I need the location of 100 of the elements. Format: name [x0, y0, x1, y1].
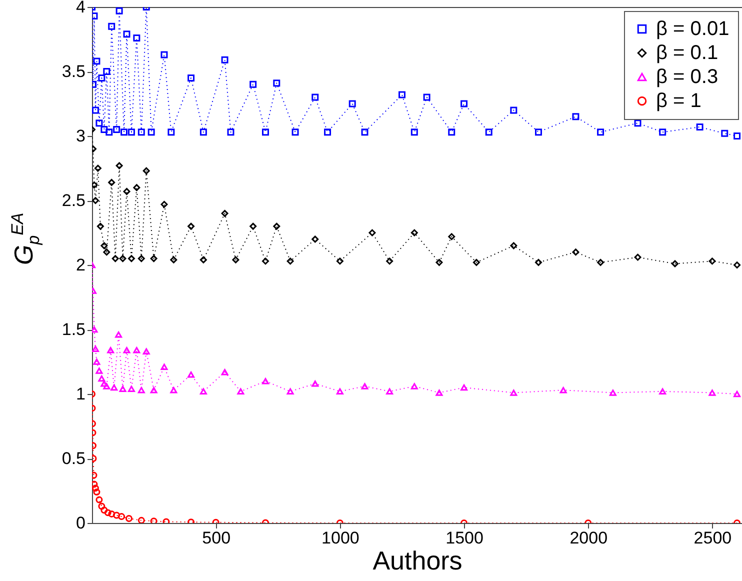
y-tick-label: 4 [76, 0, 86, 16]
point [100, 242, 108, 250]
point [170, 256, 178, 264]
point [92, 182, 98, 189]
point [721, 130, 728, 137]
point [734, 262, 741, 268]
point [232, 256, 240, 264]
point [103, 68, 110, 75]
point [133, 184, 140, 192]
y-tick-label: 2.5 [62, 191, 86, 210]
point [361, 383, 368, 390]
point [168, 128, 175, 136]
point [659, 128, 666, 136]
point [708, 390, 716, 396]
point [120, 128, 128, 136]
x-tick-label: 1000 [322, 528, 360, 548]
point [98, 74, 106, 82]
point [286, 258, 294, 265]
point [92, 346, 99, 352]
legend-label: β = 0.3 [656, 66, 718, 88]
point [100, 126, 108, 134]
y-tick-label: 2 [76, 256, 86, 274]
point [119, 386, 126, 392]
point [250, 222, 257, 230]
point [138, 387, 145, 394]
point [103, 248, 110, 256]
point [572, 248, 580, 256]
point [148, 128, 155, 136]
point [188, 372, 195, 378]
point [108, 22, 116, 30]
point [92, 106, 99, 114]
point [106, 128, 113, 136]
point [92, 326, 98, 333]
legend-label: β = 1 [656, 90, 702, 112]
point [708, 258, 716, 265]
point [734, 390, 741, 398]
point [96, 222, 104, 230]
point [170, 387, 178, 394]
point [92, 12, 98, 20]
point [398, 91, 406, 98]
point [160, 364, 168, 370]
point [423, 94, 430, 101]
x-tick-label: 2000 [570, 528, 608, 548]
point [96, 368, 103, 374]
point [472, 258, 480, 266]
point [119, 255, 126, 262]
point [128, 128, 135, 136]
point [560, 387, 567, 394]
y-tick-label: 0 [76, 514, 86, 532]
point [118, 513, 126, 520]
point [485, 128, 492, 136]
point [103, 383, 110, 390]
point [448, 233, 456, 240]
point [436, 390, 443, 396]
point [672, 260, 678, 268]
point [634, 120, 642, 127]
point [312, 380, 319, 387]
point [386, 388, 394, 395]
point [138, 255, 145, 262]
point [150, 255, 158, 262]
y-tick-label: 3 [76, 126, 86, 146]
point [510, 242, 518, 250]
point [361, 128, 368, 136]
point [348, 100, 356, 108]
point [734, 132, 741, 140]
point [93, 358, 100, 365]
point [142, 348, 150, 355]
y-tick-label: 1 [76, 384, 86, 404]
point [410, 128, 418, 136]
x-tick-label: 2500 [694, 528, 732, 548]
point [160, 200, 168, 208]
point [436, 258, 443, 266]
point [227, 128, 234, 136]
point [138, 128, 145, 136]
point [160, 51, 168, 58]
point [535, 258, 542, 266]
point [292, 128, 299, 136]
point [133, 347, 140, 354]
point [221, 210, 228, 217]
point [460, 384, 468, 391]
point [93, 58, 100, 65]
point [123, 30, 130, 38]
point [113, 512, 120, 519]
point [368, 229, 376, 236]
point [200, 388, 207, 395]
point [237, 388, 244, 395]
y-tick-label: 3.5 [62, 62, 86, 81]
point [112, 255, 119, 262]
point [94, 164, 102, 172]
point [696, 123, 704, 130]
x-tick-label: 500 [202, 528, 231, 548]
point [98, 375, 106, 382]
point [336, 388, 344, 395]
point [98, 502, 106, 510]
point [96, 120, 103, 127]
point [336, 258, 344, 265]
point [273, 222, 280, 230]
point [138, 516, 145, 523]
point [133, 34, 140, 42]
point [123, 347, 130, 354]
